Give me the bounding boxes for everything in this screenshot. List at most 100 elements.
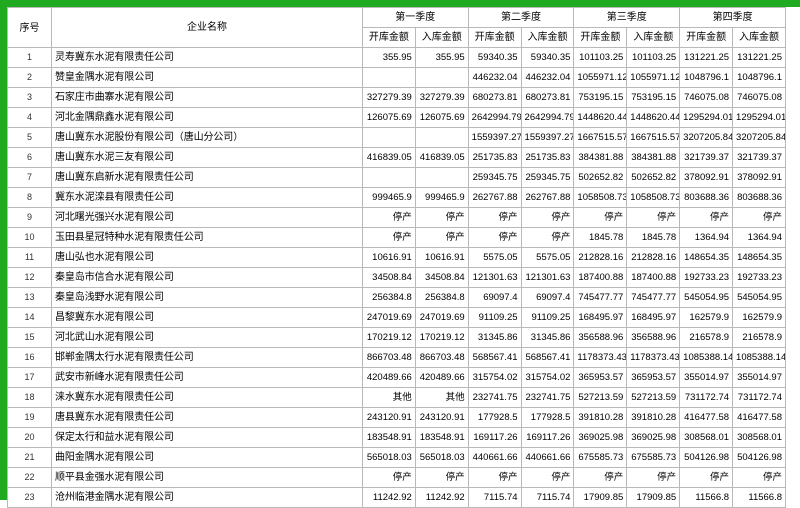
row-index-cell[interactable]: 20 xyxy=(7,427,52,448)
q1-open-amount-cell[interactable]: 999465.9 xyxy=(361,187,416,208)
q4-in-amount-cell[interactable]: 148654.35 xyxy=(732,247,786,268)
table-row[interactable]: 9 河北曙光强兴水泥有限公司 停产 停产 停产 停产 停产 停产 停产 停产 xyxy=(7,207,786,228)
q2-in-amount-cell[interactable]: 251735.83 xyxy=(520,147,575,168)
q1-in-amount-cell[interactable]: 866703.48 xyxy=(414,347,469,368)
q2-in-amount-cell[interactable]: 2642994.79 xyxy=(520,107,575,128)
q4-in-amount-cell[interactable]: 停产 xyxy=(732,467,786,488)
q2-open-amount-cell[interactable]: 1559397.27 xyxy=(467,127,522,148)
q2-open-amount-cell[interactable]: 5575.05 xyxy=(467,247,522,268)
table-row[interactable]: 20 保定太行和益水泥有限公司 183548.91 183548.91 169117.2… xyxy=(7,427,786,448)
q3-in-amount-cell[interactable]: 1667515.57 xyxy=(626,127,681,148)
q1-in-amount-cell[interactable]: 256384.8 xyxy=(414,287,469,308)
q1-open-amount-cell[interactable]: 416839.05 xyxy=(361,147,416,168)
q2-in-amount-cell[interactable]: 169117.26 xyxy=(520,427,575,448)
q1-in-amount-cell[interactable]: 170219.12 xyxy=(414,327,469,348)
q1-open-amount-cell[interactable]: 183548.91 xyxy=(361,427,416,448)
q4-open-amount-cell[interactable]: 1085388.14 xyxy=(679,347,734,368)
q4-open-amount-cell[interactable]: 1295294.01 xyxy=(679,107,734,128)
q3-in-amount-cell[interactable]: 1058508.73 xyxy=(626,187,681,208)
table-row[interactable]: 15 河北武山水泥有限公司 170219.12 170219.12 31345.86 31… xyxy=(7,327,786,348)
q3-open-amount-cell[interactable]: 1448620.44 xyxy=(573,107,628,128)
table-row[interactable]: 4 河北金隅鼎鑫水泥有限公司 126075.69 126075.69 2642994.7… xyxy=(7,107,786,128)
q1-in-amount-cell[interactable]: 126075.69 xyxy=(414,107,469,128)
q1-in-amount-cell[interactable]: 999465.9 xyxy=(414,187,469,208)
q1-open-amount-cell[interactable]: 11242.92 xyxy=(361,487,416,508)
q2-in-amount-cell[interactable]: 315754.02 xyxy=(520,367,575,388)
q2-in-amount-cell[interactable]: 5575.05 xyxy=(520,247,575,268)
q4-open-amount-cell[interactable]: 131221.25 xyxy=(679,47,734,68)
row-index-cell[interactable]: 22 xyxy=(7,467,52,488)
q2-in-amount-cell[interactable]: 停产 xyxy=(520,227,575,248)
q1-open-amount-cell[interactable]: 停产 xyxy=(361,227,416,248)
q2-in-amount-cell[interactable]: 31345.86 xyxy=(520,327,575,348)
q4-in-amount-cell[interactable]: 378092.91 xyxy=(732,167,786,188)
q1-open-amount-cell[interactable]: 其他 xyxy=(361,387,416,408)
q3-open-amount-cell[interactable]: 187400.88 xyxy=(573,267,628,288)
q1-in-amount-cell[interactable] xyxy=(414,167,469,188)
q1-open-amount-cell[interactable]: 327279.39 xyxy=(361,87,416,108)
company-name-cell[interactable]: 石家庄市曲寨水泥有限公司 xyxy=(51,87,363,108)
company-name-cell[interactable]: 唐县冀东水泥有限责任公司 xyxy=(51,407,363,428)
q4-open-amount-cell[interactable]: 378092.91 xyxy=(679,167,734,188)
q3-open-amount-cell[interactable]: 1178373.43 xyxy=(573,347,628,368)
q4-in-amount-cell[interactable]: 321739.37 xyxy=(732,147,786,168)
company-name-cell[interactable]: 昌黎冀东水泥有限公司 xyxy=(51,307,363,328)
table-row[interactable]: 21 曲阳金隅水泥有限公司 565018.03 565018.03 440661.66 4… xyxy=(7,447,786,468)
company-name-cell[interactable]: 灵寿冀东水泥有限责任公司 xyxy=(51,47,363,68)
q2-in-amount-cell[interactable]: 568567.41 xyxy=(520,347,575,368)
row-index-cell[interactable]: 9 xyxy=(7,207,52,228)
q2-in-amount-cell[interactable]: 59340.35 xyxy=(520,47,575,68)
q2-in-amount-cell[interactable]: 停产 xyxy=(520,467,575,488)
q2-open-amount-cell[interactable]: 259345.75 xyxy=(467,167,522,188)
q4-open-amount-cell[interactable]: 746075.08 xyxy=(679,87,734,108)
q4-in-amount-cell[interactable]: 停产 xyxy=(732,207,786,228)
q2-open-amount-cell[interactable]: 315754.02 xyxy=(467,367,522,388)
q3-in-amount-cell[interactable]: 365953.57 xyxy=(626,367,681,388)
row-index-cell[interactable]: 15 xyxy=(7,327,52,348)
q3-open-amount-cell[interactable]: 753195.15 xyxy=(573,87,628,108)
q2-in-amount-cell[interactable]: 1559397.27 xyxy=(520,127,575,148)
q1-open-amount-cell[interactable]: 170219.12 xyxy=(361,327,416,348)
q1-open-amount-cell[interactable]: 256384.8 xyxy=(361,287,416,308)
q4-open-amount-cell[interactable]: 3207205.84 xyxy=(679,127,734,148)
q3-open-amount-cell[interactable]: 212828.16 xyxy=(573,247,628,268)
table-row[interactable]: 22 顺平县金强水泥有限公司 停产 停产 停产 停产 停产 停产 停产 停产 xyxy=(7,467,786,488)
q4-open-amount-cell[interactable]: 504126.98 xyxy=(679,447,734,468)
company-name-cell[interactable]: 武安市新峰水泥有限责任公司 xyxy=(51,367,363,388)
q4-in-amount-cell[interactable]: 1048796.1 xyxy=(732,67,786,88)
q3-in-amount-cell[interactable]: 17909.85 xyxy=(626,487,681,508)
q4-open-amount-cell[interactable]: 11566.8 xyxy=(679,487,734,508)
q3-open-amount-cell[interactable]: 502652.82 xyxy=(573,167,628,188)
q3-open-amount-cell[interactable]: 365953.57 xyxy=(573,367,628,388)
q1-in-amount-cell[interactable]: 355.95 xyxy=(414,47,469,68)
row-index-cell[interactable]: 21 xyxy=(7,447,52,468)
company-name-cell[interactable]: 曲阳金隅水泥有限公司 xyxy=(51,447,363,468)
company-name-cell[interactable]: 河北金隅鼎鑫水泥有限公司 xyxy=(51,107,363,128)
row-index-cell[interactable]: 19 xyxy=(7,407,52,428)
q4-open-amount-cell[interactable]: 停产 xyxy=(679,467,734,488)
q2-open-amount-cell[interactable]: 停产 xyxy=(467,227,522,248)
company-name-cell[interactable]: 赞皇金隅水泥有限公司 xyxy=(51,67,363,88)
row-index-cell[interactable]: 10 xyxy=(7,227,52,248)
table-row[interactable]: 5 唐山冀东水泥股份有限公司（唐山分公司） 1559397.27 1559397.27… xyxy=(7,127,786,148)
q3-in-amount-cell[interactable]: 745477.77 xyxy=(626,287,681,308)
q2-in-amount-cell[interactable]: 91109.25 xyxy=(520,307,575,328)
q3-open-amount-cell[interactable]: 1058508.73 xyxy=(573,187,628,208)
q3-in-amount-cell[interactable]: 1448620.44 xyxy=(626,107,681,128)
q1-in-amount-cell[interactable]: 416839.05 xyxy=(414,147,469,168)
q1-in-amount-cell[interactable]: 327279.39 xyxy=(414,87,469,108)
q4-open-amount-cell[interactable]: 355014.97 xyxy=(679,367,734,388)
row-index-cell[interactable]: 7 xyxy=(7,167,52,188)
q2-open-amount-cell[interactable]: 446232.04 xyxy=(467,67,522,88)
q1-open-amount-cell[interactable]: 34508.84 xyxy=(361,267,416,288)
q3-in-amount-cell[interactable]: 675585.73 xyxy=(626,447,681,468)
row-index-cell[interactable]: 3 xyxy=(7,87,52,108)
q3-in-amount-cell[interactable]: 停产 xyxy=(626,207,681,228)
q3-in-amount-cell[interactable]: 212828.16 xyxy=(626,247,681,268)
table-row[interactable]: 7 唐山冀东启新水泥有限责任公司 259345.75 259345.75 502652.… xyxy=(7,167,786,188)
q4-open-amount-cell[interactable]: 1048796.1 xyxy=(679,67,734,88)
row-index-cell[interactable]: 16 xyxy=(7,347,52,368)
q1-open-amount-cell[interactable] xyxy=(361,67,416,88)
q1-open-amount-cell[interactable]: 247019.69 xyxy=(361,307,416,328)
q3-open-amount-cell[interactable]: 391810.28 xyxy=(573,407,628,428)
